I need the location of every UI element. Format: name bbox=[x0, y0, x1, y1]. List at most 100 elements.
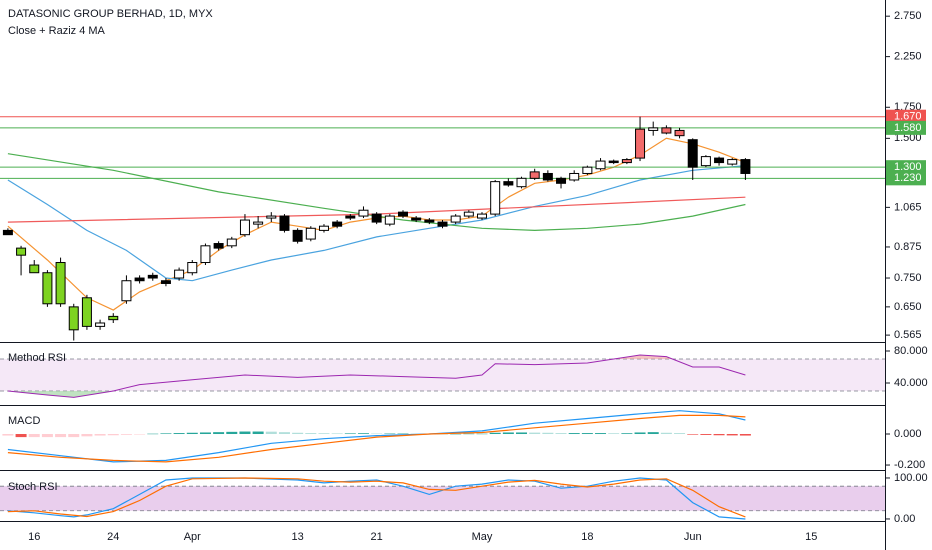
histogram-bar bbox=[713, 434, 725, 436]
histogram-bar bbox=[463, 433, 475, 435]
y-tick-label: 2.750 bbox=[894, 10, 922, 22]
candle-body bbox=[2, 229, 13, 236]
candle-body bbox=[411, 217, 422, 221]
histogram-bar bbox=[81, 434, 93, 437]
candle-body bbox=[595, 160, 606, 170]
histogram-bar bbox=[634, 432, 646, 435]
histogram-bar bbox=[687, 434, 699, 435]
histogram-bar bbox=[397, 433, 409, 435]
y-tick-label: 0.00 bbox=[894, 513, 915, 525]
histogram-bar bbox=[305, 433, 317, 435]
indicator-line bbox=[7, 477, 746, 518]
chart-title: DATASONIC GROUP BERHAD, 1D, MYX bbox=[8, 8, 213, 20]
candle-body bbox=[253, 221, 264, 225]
marks bbox=[0, 116, 885, 520]
candle-body bbox=[147, 274, 158, 279]
candle-body bbox=[569, 172, 580, 181]
histogram-bar bbox=[94, 434, 106, 436]
histogram-bar bbox=[437, 434, 448, 435]
histogram-bar bbox=[595, 433, 607, 435]
candle-body bbox=[450, 215, 461, 223]
histogram-bar bbox=[739, 434, 751, 436]
candle-body bbox=[358, 209, 369, 217]
rsi-line bbox=[7, 354, 746, 398]
histogram-bar bbox=[2, 434, 14, 436]
y-tick-label: 0.000 bbox=[894, 428, 922, 440]
indicator-line bbox=[7, 414, 746, 463]
histogram-bar bbox=[186, 432, 198, 435]
indicator-line bbox=[7, 477, 746, 520]
candle-body bbox=[174, 269, 185, 279]
candle-body bbox=[397, 211, 408, 217]
candle-body bbox=[490, 181, 501, 215]
level-label: 1.230 bbox=[894, 172, 922, 184]
candle-body bbox=[318, 225, 329, 231]
candle-body bbox=[305, 227, 316, 240]
candle-body bbox=[371, 213, 382, 223]
candle-body bbox=[635, 128, 646, 159]
x-tick-label: 18 bbox=[581, 531, 593, 543]
candle-body bbox=[213, 243, 224, 249]
candle-body bbox=[81, 297, 92, 327]
histogram-bar bbox=[516, 432, 528, 435]
x-tick-label: Jun bbox=[684, 531, 702, 543]
level-label-box bbox=[886, 109, 926, 124]
candle-body bbox=[714, 157, 725, 164]
y-tick-label: 0.565 bbox=[894, 329, 922, 341]
candle-body bbox=[384, 215, 395, 225]
candle-body bbox=[187, 262, 198, 274]
histogram-bar bbox=[173, 433, 185, 435]
candle-body bbox=[134, 277, 145, 282]
oversold-fill bbox=[7, 391, 746, 398]
candle-body bbox=[477, 213, 488, 219]
x-tick-label: 21 bbox=[371, 531, 383, 543]
level-label: 1.300 bbox=[894, 161, 922, 173]
candle-body bbox=[727, 159, 738, 165]
histogram-bar bbox=[608, 433, 620, 435]
candle-body bbox=[160, 280, 171, 284]
histogram-bar bbox=[134, 434, 146, 435]
histogram-bar bbox=[278, 432, 290, 435]
indicator-line bbox=[7, 153, 746, 232]
pane-title: Stoch RSI bbox=[8, 481, 58, 493]
y-tick-label: -0.200 bbox=[894, 459, 925, 471]
histogram-bar bbox=[529, 432, 541, 435]
histogram-bar bbox=[581, 433, 593, 435]
x-tick-label: Apr bbox=[184, 531, 201, 543]
candle-body bbox=[687, 139, 698, 168]
candle-body bbox=[279, 215, 290, 231]
histogram-bar bbox=[542, 432, 554, 435]
histogram-bar bbox=[700, 434, 712, 435]
level-label: 1.580 bbox=[894, 122, 922, 134]
candle-body bbox=[266, 215, 277, 219]
histogram-bar bbox=[239, 431, 251, 435]
histogram-bar bbox=[120, 434, 132, 435]
candle-body bbox=[239, 219, 250, 236]
histogram-bar bbox=[555, 433, 567, 435]
histogram-bar bbox=[68, 434, 80, 438]
histogram-bar bbox=[147, 433, 159, 435]
histogram-bar bbox=[265, 431, 277, 435]
candle-body bbox=[345, 215, 356, 219]
level-label-box bbox=[886, 160, 926, 175]
pane-title: Method RSI bbox=[8, 352, 66, 364]
candle-body bbox=[200, 245, 211, 264]
histogram-bar bbox=[647, 432, 659, 435]
y-tick-label: 2.250 bbox=[894, 51, 922, 63]
histogram-bar bbox=[621, 433, 633, 435]
y-tick-label: 1.500 bbox=[894, 132, 922, 144]
histogram-bar bbox=[55, 434, 67, 438]
candle-body bbox=[582, 166, 593, 174]
histogram-bar bbox=[318, 433, 330, 435]
candle-body bbox=[292, 229, 303, 242]
candle-body bbox=[42, 272, 53, 305]
histogram-bar bbox=[384, 433, 396, 435]
y-tick-label: 0.875 bbox=[894, 241, 922, 253]
candle-body bbox=[740, 159, 751, 174]
candle-body bbox=[16, 247, 27, 256]
y-tick-label: 80.000 bbox=[894, 345, 928, 357]
histogram-bar bbox=[28, 434, 40, 438]
